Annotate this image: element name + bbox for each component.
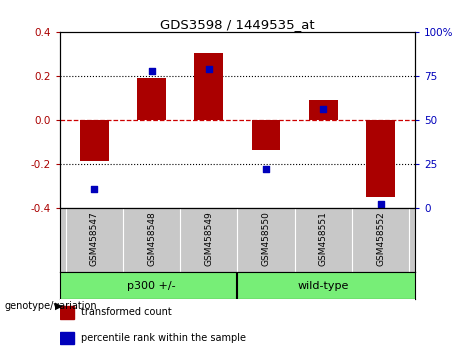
Text: GSM458548: GSM458548 <box>147 211 156 266</box>
Bar <box>60 331 74 344</box>
Point <box>262 166 270 172</box>
Point <box>148 68 155 73</box>
Text: GSM458552: GSM458552 <box>376 211 385 266</box>
Text: wild-type: wild-type <box>298 281 349 291</box>
Text: GSM458549: GSM458549 <box>204 211 213 266</box>
Point <box>205 66 213 72</box>
Bar <box>366 120 395 196</box>
Point <box>319 107 327 112</box>
Text: percentile rank within the sample: percentile rank within the sample <box>81 333 246 343</box>
Bar <box>80 120 109 161</box>
Text: GSM458551: GSM458551 <box>319 211 328 266</box>
Bar <box>60 306 74 319</box>
Bar <box>137 78 166 120</box>
Point <box>377 202 384 207</box>
Text: GSM458550: GSM458550 <box>261 211 271 266</box>
Text: p300 +/-: p300 +/- <box>127 281 176 291</box>
Bar <box>252 120 280 150</box>
Text: ▶: ▶ <box>55 301 63 311</box>
Bar <box>309 100 337 120</box>
Text: GSM458547: GSM458547 <box>90 211 99 266</box>
Point <box>91 186 98 192</box>
Text: transformed count: transformed count <box>81 307 172 317</box>
Text: genotype/variation: genotype/variation <box>5 301 97 311</box>
Bar <box>195 53 223 120</box>
Title: GDS3598 / 1449535_at: GDS3598 / 1449535_at <box>160 18 315 31</box>
